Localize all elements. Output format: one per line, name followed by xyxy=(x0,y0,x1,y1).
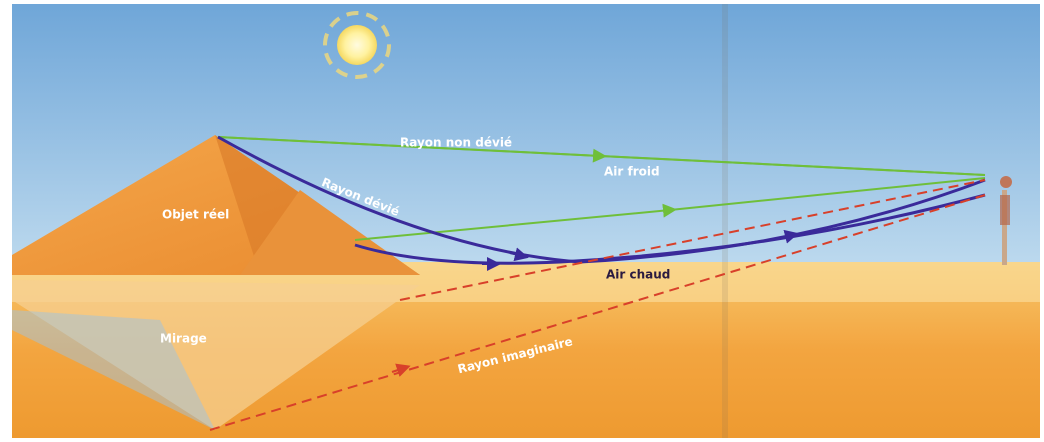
arrow xyxy=(779,229,799,244)
sun xyxy=(337,25,377,65)
arrow xyxy=(509,247,529,262)
label: Air froid xyxy=(604,165,660,179)
imaginary-ray-upper xyxy=(399,179,986,301)
label: Rayon non dévié xyxy=(400,136,512,150)
undeviated-ray-arrow xyxy=(217,136,986,176)
mirage-reflection xyxy=(12,310,215,430)
label: Mirage xyxy=(160,332,207,346)
person xyxy=(1000,176,1012,265)
deviated-ray-lower xyxy=(354,193,986,265)
arrow xyxy=(391,363,411,377)
small-pyramid xyxy=(240,190,420,275)
imaginary-ray xyxy=(209,194,986,431)
label: Air chaud xyxy=(606,268,670,282)
green-ray-lower xyxy=(354,177,986,241)
page-fold xyxy=(722,4,728,438)
sun-halo xyxy=(323,11,391,79)
label: Objet réel xyxy=(162,208,229,222)
